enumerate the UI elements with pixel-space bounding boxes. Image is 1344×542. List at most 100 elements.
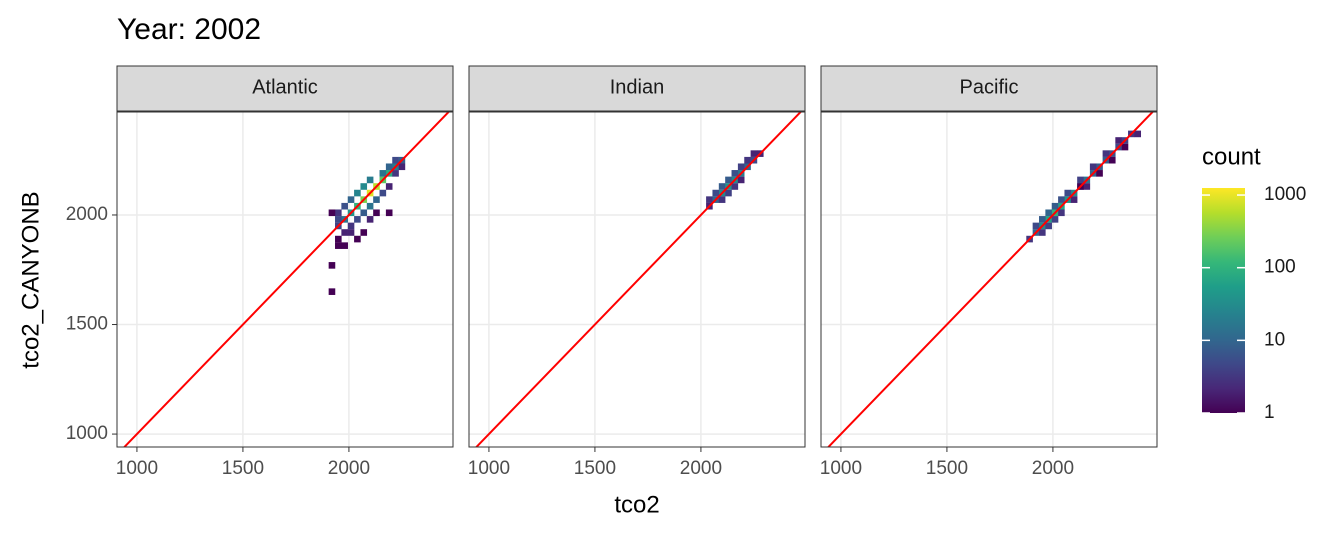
- x-tick-label: 2000: [328, 458, 370, 479]
- legend-label: 1000: [1264, 184, 1306, 205]
- bin-tile: [1064, 189, 1072, 197]
- bin-tile: [398, 163, 406, 171]
- bin-tile: [718, 196, 726, 203]
- x-tick-label: 2000: [680, 458, 722, 479]
- panel-border: [468, 111, 806, 448]
- bin-tile: [354, 235, 361, 243]
- bin-tile: [1058, 196, 1065, 203]
- bin-tile: [737, 176, 745, 184]
- bin-tile: [341, 202, 348, 210]
- bin-tile: [731, 183, 739, 190]
- x-axis-title: tco2: [614, 491, 659, 518]
- tiles: [475, 112, 802, 447]
- legend-label: 100: [1264, 257, 1296, 278]
- bin-tile: [718, 183, 726, 190]
- tiles: [123, 112, 450, 447]
- bin-tile: [379, 170, 387, 177]
- bin-tile: [706, 196, 713, 203]
- bin-tile: [725, 176, 732, 184]
- bin-tile: [347, 222, 355, 230]
- x-tick-label: 1000: [820, 458, 862, 479]
- bin-tile: [373, 209, 380, 217]
- bin-tile: [392, 156, 399, 164]
- bin-tile: [744, 156, 751, 164]
- bin-tile: [1083, 183, 1091, 190]
- bin-tile: [366, 216, 374, 223]
- bin-tile: [360, 183, 368, 190]
- bin-tile: [1102, 150, 1110, 157]
- bin-tile: [360, 229, 368, 236]
- bin-tile: [1045, 222, 1052, 230]
- x-tick-label: 2000: [1032, 458, 1074, 479]
- bin-tile: [1051, 202, 1059, 210]
- bin-tile: [328, 262, 336, 269]
- identity-line: [475, 112, 802, 447]
- bin-tile: [385, 209, 393, 217]
- bin-tile: [328, 288, 336, 295]
- bin-tile: [385, 183, 393, 190]
- bin-tile: [354, 216, 361, 223]
- bin-tile: [1051, 216, 1059, 223]
- legend-title: count: [1202, 143, 1261, 170]
- bin-tile: [335, 242, 342, 249]
- bin-tile: [392, 170, 399, 177]
- bin-tile: [712, 189, 720, 197]
- legend-label: 10: [1264, 329, 1285, 350]
- bin-tile: [373, 196, 380, 203]
- panel-border: [116, 111, 454, 448]
- bin-tile: [366, 176, 374, 184]
- x-tick-label: 1000: [116, 458, 158, 479]
- strip-label: Pacific: [960, 76, 1019, 98]
- bin-tile: [335, 209, 342, 217]
- colorbar: [1202, 188, 1245, 413]
- y-tick-label: 1500: [66, 314, 108, 335]
- panel-border: [820, 111, 1158, 448]
- bin-tile: [335, 235, 342, 243]
- bin-tile: [1089, 163, 1097, 171]
- bin-tile: [354, 189, 361, 197]
- bin-tile: [347, 229, 355, 236]
- bin-tile: [1039, 229, 1046, 236]
- bin-tile: [385, 163, 393, 171]
- strip: [116, 65, 454, 112]
- y-tick-label: 1000: [66, 423, 108, 444]
- identity-line: [123, 112, 450, 447]
- strip: [468, 65, 806, 112]
- bin-tile: [1108, 156, 1116, 164]
- bin-tile: [1039, 216, 1046, 223]
- bin-tile: [341, 229, 348, 236]
- strip-label: Indian: [610, 76, 665, 98]
- x-tick-label: 1500: [574, 458, 616, 479]
- bin-tile: [1045, 209, 1052, 217]
- chart-title: Year: 2002: [117, 13, 261, 46]
- bin-tile: [1115, 137, 1122, 144]
- bin-tile: [1058, 209, 1065, 217]
- bin-tile: [335, 216, 342, 223]
- x-tick-label: 1500: [926, 458, 968, 479]
- x-tick-label: 1500: [222, 458, 264, 479]
- bin-tile: [379, 189, 387, 197]
- bin-tile: [328, 209, 336, 217]
- bin-tile: [1096, 170, 1103, 177]
- bin-tile: [725, 189, 732, 197]
- strip-label: Atlantic: [252, 76, 318, 98]
- y-axis-title: tco2_CANYONB: [17, 191, 44, 368]
- bin-tile: [1070, 196, 1078, 203]
- legend-label: 1: [1264, 402, 1275, 423]
- bin-tile: [1121, 143, 1129, 151]
- identity-line: [827, 112, 1154, 447]
- bin-tile: [737, 163, 745, 171]
- y-tick-label: 2000: [66, 204, 108, 225]
- bin-tile: [1134, 130, 1142, 138]
- bin-tile: [731, 170, 739, 177]
- bin-tile: [347, 196, 355, 203]
- bin-tile: [1032, 222, 1040, 230]
- bin-tile: [341, 242, 348, 249]
- bin-tile: [360, 209, 368, 217]
- bin-tile: [1077, 176, 1084, 184]
- x-tick-label: 1000: [468, 458, 510, 479]
- bin-tile: [750, 150, 758, 157]
- tiles: [827, 112, 1154, 447]
- strip: [820, 65, 1158, 112]
